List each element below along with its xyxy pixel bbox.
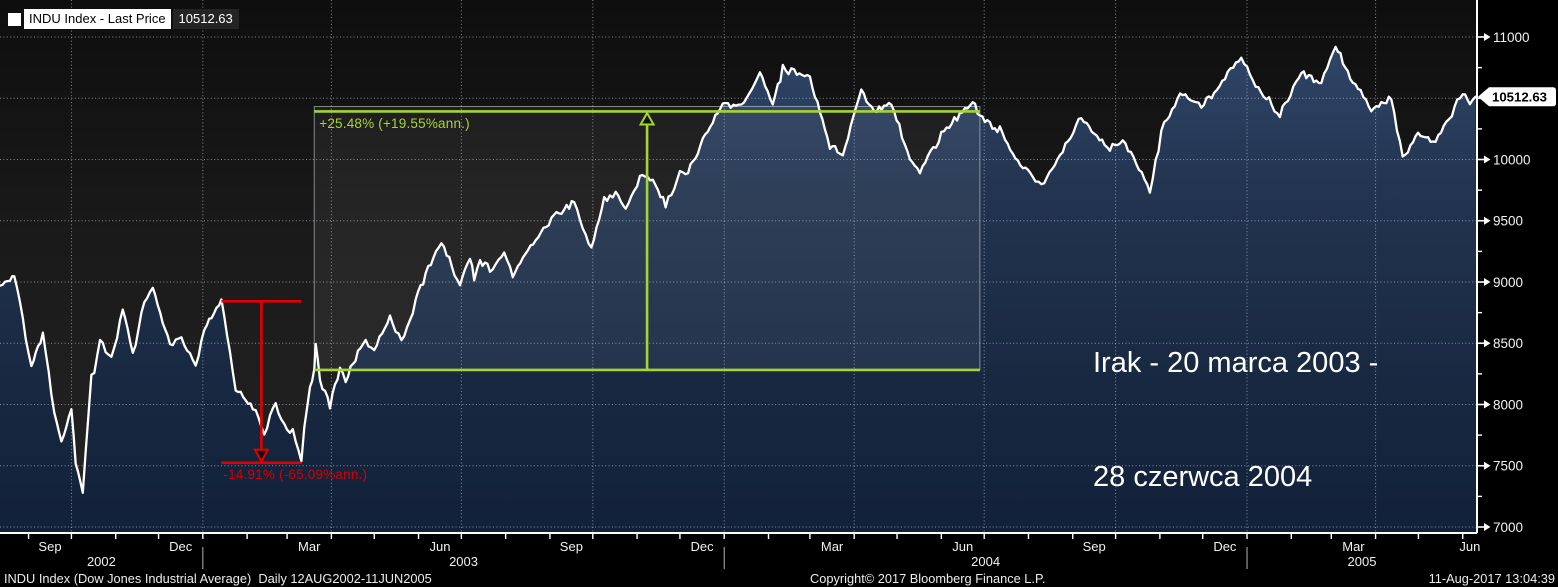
x-month-label: Sep (560, 539, 583, 554)
x-year-label: 2002 (87, 554, 116, 569)
x-month-label: Jun (429, 539, 450, 554)
timestamp: 11-Aug-2017 13:04:39 (1428, 571, 1555, 586)
x-year-label: 2003 (449, 554, 478, 569)
security-description: INDU Index (Dow Jones Industrial Average… (4, 571, 432, 586)
x-month-label: Mar (821, 539, 844, 554)
x-year-label: 2004 (971, 554, 1000, 569)
last-price-tag-label: 10512.63 (1492, 90, 1547, 105)
x-year-label: 2005 (1348, 554, 1377, 569)
measure-shade-border (313, 105, 981, 370)
legend-last-price-value: 10512.63 (172, 9, 239, 29)
y-tick-label: 10000 (1493, 152, 1531, 167)
arrow-down-icon (253, 448, 270, 464)
status-bar: INDU Index (Dow Jones Industrial Average… (0, 569, 1558, 587)
series-swatch-icon (8, 12, 21, 26)
x-month-label: Dec (691, 539, 715, 554)
y-tick-label: 9500 (1493, 214, 1523, 229)
rally-measure-label: +25.48% (+19.55%ann.) (319, 116, 470, 132)
y-tick-label: 8000 (1493, 397, 1523, 412)
measures-layer (221, 110, 980, 465)
x-month-label: Mar (1342, 539, 1365, 554)
event-annotation-line1: Irak - 20 marca 2003 - (1093, 347, 1379, 379)
y-tick-label: 8500 (1493, 336, 1523, 351)
y-tick-label: 11000 (1493, 30, 1530, 45)
x-month-label: Sep (38, 539, 61, 554)
x-month-label: Sep (1083, 539, 1106, 554)
y-tick-label: 9000 (1493, 275, 1523, 290)
y-tick-arrow-icon (1484, 216, 1491, 225)
decline-measure-label: -14.91% (-65.09%ann.) (223, 466, 368, 482)
y-tick-label: 7000 (1493, 520, 1523, 535)
x-month-label: Jun (952, 539, 973, 554)
y-tick-arrow-icon (1484, 33, 1491, 41)
x-month-label: Dec (1213, 539, 1237, 554)
y-tick-arrow-icon (1484, 523, 1491, 531)
price-area (0, 46, 1477, 534)
price-line (0, 45, 1477, 494)
copyright-text: Copyright© 2017 Bloomberg Finance L.P. (810, 571, 1046, 586)
last-price-tag (1478, 87, 1556, 107)
gridlines (0, 0, 1477, 533)
legend-series-label[interactable]: INDU Index - Last Price (24, 9, 171, 29)
legend[interactable]: INDU Index - Last Price 10512.63 (8, 9, 239, 29)
y-tick-arrow-icon (1484, 400, 1491, 409)
y-tick-arrow-icon (1484, 339, 1491, 348)
price-line-layer (0, 45, 1477, 494)
event-annotation: Irak - 20 marca 2003 - 28 czerwca 2004 (1093, 268, 1378, 572)
price-area-layer (0, 46, 1477, 534)
event-annotation-line2: 28 czerwca 2004 (1093, 461, 1313, 493)
price-chart-svg: 7000 7500 8000 8500 9000 9500 10000 11000 Sep Dec… (0, 0, 1556, 569)
x-month-label: Dec (169, 539, 193, 554)
y-tick-arrow-icon (1484, 155, 1491, 164)
y-tick-arrow-icon (1484, 461, 1491, 470)
y-tick-label: 7500 (1493, 459, 1523, 474)
x-month-label: Jun (1459, 539, 1480, 554)
x-month-label: Mar (298, 539, 321, 554)
y-tick-arrow-icon (1484, 278, 1491, 286)
arrow-up-icon (638, 110, 656, 126)
axes-layer: 7000 7500 8000 8500 9000 9500 10000 11000 Sep Dec… (0, 0, 1531, 569)
last-price-tag-layer: 10512.63 (1478, 87, 1556, 107)
